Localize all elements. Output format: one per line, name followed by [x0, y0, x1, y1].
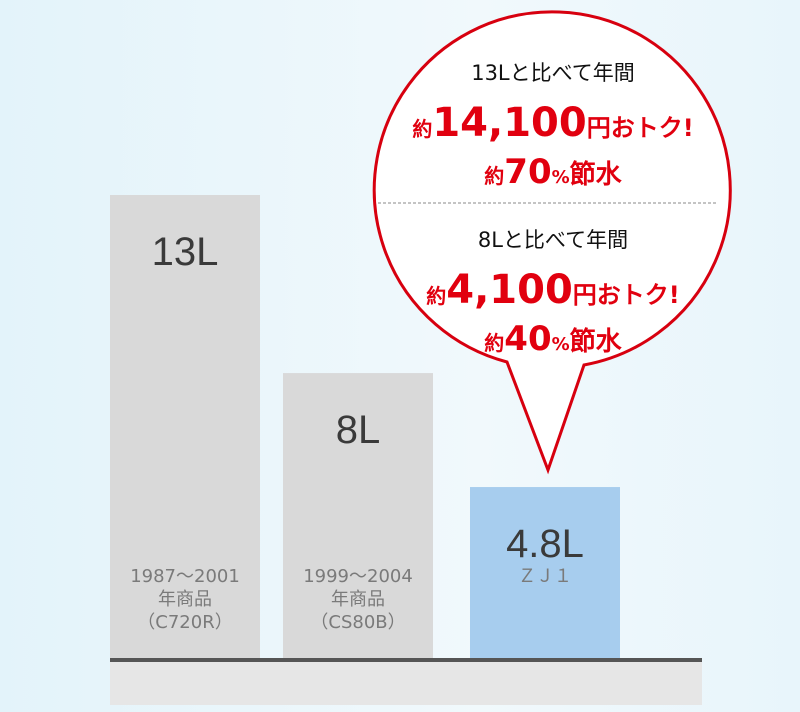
bar	[283, 373, 433, 658]
callout-savings: 約4,100円おトク!	[426, 267, 679, 313]
callout-text: 14,100	[432, 100, 586, 146]
category-label: ＺＪ１	[518, 566, 572, 587]
callout-text: 約	[484, 164, 504, 188]
callout-water: 約70%節水	[484, 152, 622, 192]
category-label: 1987～2001 年商品 （C720R）	[130, 566, 240, 633]
bar	[470, 487, 620, 658]
callout-text: 節水	[570, 326, 623, 357]
callout-text: 4,100	[446, 267, 573, 313]
callout-heading: 8Lと比べて年間	[478, 228, 628, 252]
callout-text: 円おトク!	[587, 114, 694, 142]
callout-text: 約	[412, 117, 432, 141]
callout-text: 70	[504, 152, 551, 192]
category-label: 1999～2004 年商品 （CS80B）	[303, 566, 413, 633]
callout-text: %	[552, 334, 570, 355]
callout-text: %	[552, 167, 570, 188]
callout-bubble	[372, 10, 732, 475]
bar	[110, 195, 260, 658]
value-label: 8L	[336, 408, 381, 452]
callout-text: 40	[504, 319, 551, 359]
value-label: 13L	[152, 230, 219, 274]
callout-text: 約	[426, 284, 446, 308]
callout-text: 節水	[570, 159, 623, 190]
callout-savings: 約14,100円おトク!	[412, 100, 693, 146]
callout-water: 約40%節水	[484, 319, 622, 359]
callout-heading: 13Lと比べて年間	[471, 61, 635, 85]
base-strip	[110, 662, 702, 705]
callout-text: 約	[484, 331, 504, 355]
callout-text: 円おトク!	[573, 281, 680, 309]
value-label: 4.8L	[506, 522, 584, 566]
